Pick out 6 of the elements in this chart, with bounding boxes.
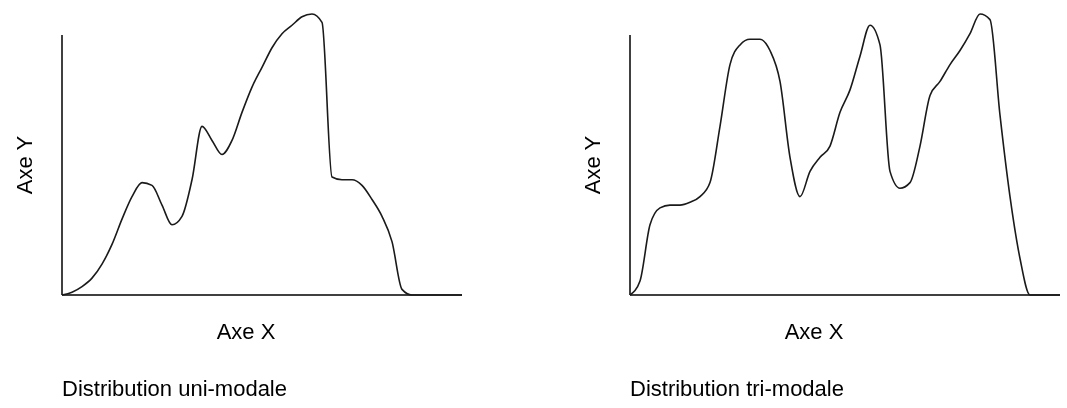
text: Distribution uni-modale [62, 376, 287, 401]
x-axis-title: Axe X [784, 319, 844, 344]
text: Distribution tri-modale [630, 376, 844, 401]
y-axis-title: Axe Y [580, 135, 605, 195]
y-axis-title: Axe Y [12, 135, 37, 195]
x-axis-title: Axe X [216, 319, 276, 344]
